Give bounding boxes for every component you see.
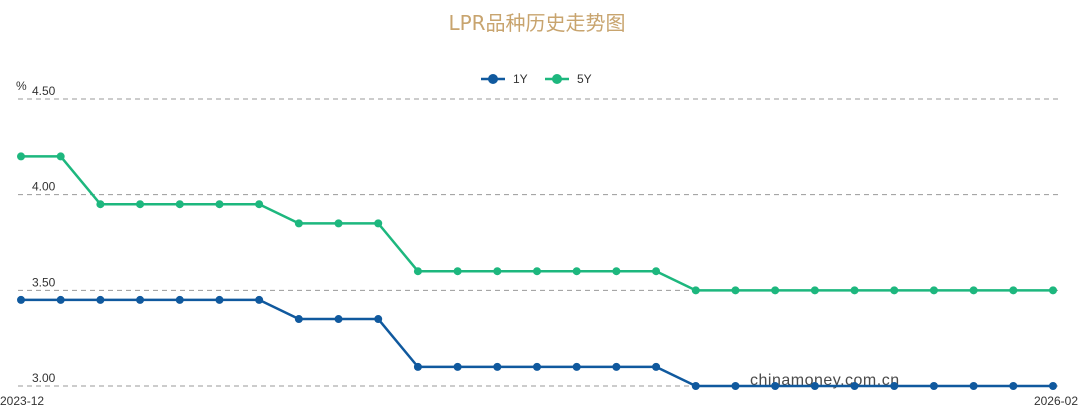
data-point-5y[interactable] bbox=[731, 286, 740, 295]
data-point-5y[interactable] bbox=[294, 219, 303, 228]
legend-item-1y[interactable]: 1Y bbox=[481, 72, 528, 86]
data-point-1y[interactable] bbox=[771, 382, 780, 390]
series-layer bbox=[17, 152, 1057, 390]
y-tick-label: 4.00 bbox=[32, 180, 56, 194]
x-tick-label-start: 2023-12 bbox=[0, 394, 44, 408]
data-point-1y[interactable] bbox=[175, 295, 184, 304]
y-axis-unit-label: % bbox=[16, 79, 27, 93]
data-point-1y[interactable] bbox=[810, 382, 819, 390]
data-point-1y[interactable] bbox=[929, 382, 938, 390]
data-point-5y[interactable] bbox=[136, 200, 145, 209]
data-point-1y[interactable] bbox=[533, 362, 541, 371]
data-point-5y[interactable] bbox=[1009, 286, 1018, 295]
data-point-5y[interactable] bbox=[533, 267, 541, 276]
data-point-5y[interactable] bbox=[652, 267, 661, 276]
y-tick-label: 3.00 bbox=[32, 371, 56, 385]
series-1y bbox=[17, 295, 1057, 390]
data-point-1y[interactable] bbox=[850, 382, 859, 390]
data-point-1y[interactable] bbox=[96, 295, 105, 304]
data-point-1y[interactable] bbox=[493, 362, 502, 371]
data-point-5y[interactable] bbox=[969, 286, 978, 295]
y-tick-label: 4.50 bbox=[32, 84, 56, 98]
data-point-1y[interactable] bbox=[56, 295, 65, 304]
legend-marker-1y bbox=[488, 74, 498, 84]
data-point-5y[interactable] bbox=[691, 286, 700, 295]
data-point-5y[interactable] bbox=[1049, 286, 1057, 295]
data-point-1y[interactable] bbox=[890, 382, 899, 390]
data-point-1y[interactable] bbox=[572, 362, 581, 371]
x-tick-label-end: 2026-02 bbox=[1034, 394, 1078, 408]
data-point-1y[interactable] bbox=[652, 362, 661, 371]
data-point-5y[interactable] bbox=[334, 219, 343, 228]
data-point-1y[interactable] bbox=[453, 362, 462, 371]
legend[interactable]: 1Y 5Y bbox=[481, 72, 592, 86]
data-point-1y[interactable] bbox=[1009, 382, 1018, 390]
data-point-5y[interactable] bbox=[572, 267, 581, 276]
data-point-1y[interactable] bbox=[691, 382, 700, 390]
data-point-1y[interactable] bbox=[1049, 382, 1057, 390]
y-axis-ticks: 4.50 4.00 3.50 3.00 bbox=[32, 84, 56, 385]
data-point-1y[interactable] bbox=[294, 315, 303, 324]
legend-label-1y: 1Y bbox=[513, 72, 528, 86]
legend-item-5y[interactable]: 5Y bbox=[545, 72, 592, 86]
chart-title: LPR品种历史走势图 bbox=[448, 11, 625, 35]
data-point-5y[interactable] bbox=[810, 286, 819, 295]
data-point-5y[interactable] bbox=[612, 267, 621, 276]
data-point-5y[interactable] bbox=[453, 267, 462, 276]
data-point-1y[interactable] bbox=[334, 315, 343, 324]
data-point-5y[interactable] bbox=[255, 200, 264, 209]
data-point-5y[interactable] bbox=[96, 200, 105, 209]
data-point-5y[interactable] bbox=[890, 286, 899, 295]
series-5y bbox=[17, 152, 1057, 295]
data-point-5y[interactable] bbox=[374, 219, 383, 228]
legend-label-5y: 5Y bbox=[577, 72, 592, 86]
legend-marker-5y bbox=[552, 74, 562, 84]
data-point-1y[interactable] bbox=[969, 382, 978, 390]
data-point-5y[interactable] bbox=[215, 200, 224, 209]
data-point-1y[interactable] bbox=[17, 295, 25, 304]
data-point-5y[interactable] bbox=[56, 152, 65, 161]
data-point-1y[interactable] bbox=[731, 382, 740, 390]
data-point-1y[interactable] bbox=[374, 315, 383, 324]
data-point-5y[interactable] bbox=[929, 286, 938, 295]
data-point-1y[interactable] bbox=[413, 362, 422, 371]
data-point-1y[interactable] bbox=[136, 295, 145, 304]
data-point-1y[interactable] bbox=[255, 295, 264, 304]
data-point-1y[interactable] bbox=[612, 362, 621, 371]
data-point-5y[interactable] bbox=[413, 267, 422, 276]
data-point-1y[interactable] bbox=[215, 295, 224, 304]
data-point-5y[interactable] bbox=[175, 200, 184, 209]
data-point-5y[interactable] bbox=[850, 286, 859, 295]
grid-layer bbox=[18, 98, 1062, 387]
data-point-5y[interactable] bbox=[771, 286, 780, 295]
y-tick-label: 3.50 bbox=[32, 275, 56, 289]
data-point-5y[interactable] bbox=[493, 267, 502, 276]
data-point-5y[interactable] bbox=[17, 152, 25, 161]
